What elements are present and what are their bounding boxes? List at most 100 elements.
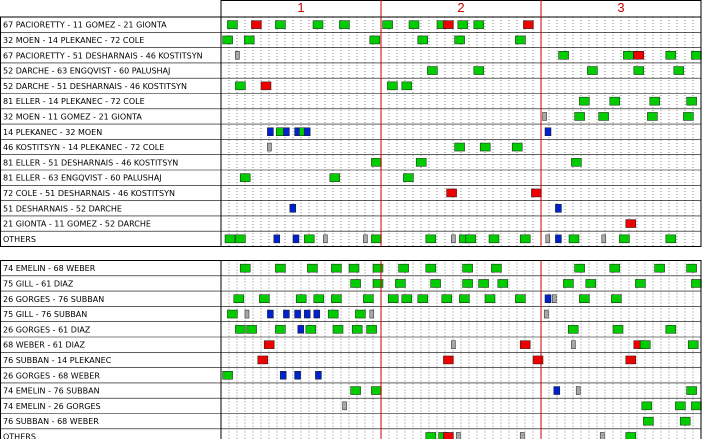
event-green-mark <box>519 234 531 244</box>
event-green-mark <box>574 263 585 273</box>
event-green-mark <box>224 234 236 244</box>
row-label: 51 DESHARNAIS - 52 DARCHE <box>3 204 122 213</box>
event-blue-mark <box>283 309 290 319</box>
event-green-mark <box>408 20 420 29</box>
event-grey-mark <box>342 401 347 411</box>
row-label: 75 GILL - 76 SUBBAN <box>3 310 87 319</box>
row-label: 76 SUBBAN - 14 PLEKANEC <box>3 356 112 365</box>
event-green-mark <box>363 294 374 303</box>
event-grey-mark <box>571 340 576 349</box>
event-green-mark <box>691 279 702 288</box>
event-green-mark <box>675 401 686 411</box>
event-blue-mark <box>555 204 562 213</box>
event-green-mark <box>275 325 286 334</box>
event-red-mark <box>251 20 262 29</box>
event-green-mark <box>665 325 677 334</box>
event-green-mark <box>619 234 630 244</box>
event-red-mark <box>443 432 454 439</box>
event-green-mark <box>387 294 399 303</box>
event-green-mark <box>372 263 384 273</box>
event-green-mark <box>233 294 245 303</box>
event-red-mark <box>443 20 454 29</box>
event-green-mark <box>478 279 489 288</box>
period-label-1: 1 <box>297 0 304 15</box>
event-green-mark <box>401 81 413 91</box>
event-grey-mark <box>267 142 272 152</box>
event-green-mark <box>633 66 645 75</box>
event-green-mark <box>275 263 286 273</box>
event-green-mark <box>417 35 429 45</box>
row-label: 81 ELLER - 14 PLEKANEC - 72 COLE <box>3 97 145 106</box>
row-label: OTHERS <box>3 235 36 244</box>
event-green-mark <box>415 158 427 167</box>
event-grey-mark <box>599 432 605 439</box>
event-green-mark <box>497 279 509 288</box>
event-blue-mark <box>289 204 297 213</box>
event-green-mark <box>350 279 361 288</box>
event-green-mark <box>371 386 382 395</box>
event-green-mark <box>459 294 470 303</box>
row-label: 72 COLE - 51 DESHARNAIS - 46 KOSTITSYN <box>3 189 175 198</box>
event-green-mark <box>479 142 491 152</box>
event-green-mark <box>371 158 382 167</box>
event-green-mark <box>585 279 597 288</box>
event-green-mark <box>387 81 398 91</box>
event-green-mark <box>687 340 699 349</box>
row-label: OTHERS <box>3 432 36 439</box>
event-grey-mark <box>455 432 461 439</box>
event-blue-mark <box>555 234 562 244</box>
event-grey-mark <box>551 294 557 303</box>
event-grey-mark <box>451 340 456 349</box>
event-blue-mark <box>273 234 281 244</box>
event-green-mark <box>609 96 621 106</box>
period-label-2: 2 <box>457 0 464 15</box>
event-blue-mark <box>315 371 322 380</box>
row-label: 26 GORGES - 76 SUBBAN <box>3 295 104 304</box>
event-marks <box>222 20 702 439</box>
event-green-mark <box>312 20 324 29</box>
row-label: 81 ELLER - 63 ENGQVIST - 60 PALUSHAJ <box>3 174 162 183</box>
event-green-mark <box>641 401 653 411</box>
event-green-mark <box>295 294 307 303</box>
row-label: 67 PACIORETTY - 11 GOMEZ - 21 GIONTA <box>3 21 167 30</box>
event-green-mark <box>686 386 697 395</box>
event-green-mark <box>395 279 406 288</box>
event-green-mark <box>305 325 317 334</box>
event-green-mark <box>235 234 246 244</box>
event-grey-mark <box>542 112 547 121</box>
event-green-mark <box>307 263 318 273</box>
event-green-mark <box>303 234 315 244</box>
event-green-mark <box>259 294 270 303</box>
event-green-mark <box>239 173 251 182</box>
event-green-mark <box>457 20 469 29</box>
event-blue-mark <box>303 127 311 136</box>
event-green-mark <box>473 66 485 75</box>
event-blue-mark <box>544 127 552 136</box>
event-grey-mark <box>601 234 607 244</box>
event-green-mark <box>222 35 233 45</box>
event-grey-mark <box>575 386 581 395</box>
event-green-mark <box>403 173 414 182</box>
period-header-frame <box>220 0 702 18</box>
event-green-mark <box>473 20 485 29</box>
event-blue-mark <box>313 309 321 319</box>
event-blue-mark <box>297 325 305 334</box>
event-green-mark <box>417 294 429 303</box>
event-green-mark <box>332 325 344 334</box>
period-label-3: 3 <box>617 0 624 15</box>
event-red-mark <box>519 340 531 349</box>
event-grey-mark <box>244 309 250 319</box>
event-green-mark <box>227 20 238 29</box>
row-label: 46 KOSTITSYN - 14 PLEKANEC - 72 COLE <box>3 143 164 152</box>
event-green-mark <box>227 309 238 319</box>
event-green-mark <box>515 294 526 303</box>
event-green-mark <box>612 325 624 334</box>
event-green-mark <box>673 66 685 75</box>
event-green-mark <box>683 112 694 121</box>
event-green-mark <box>427 66 438 75</box>
event-green-mark <box>398 263 409 273</box>
event-green-mark <box>491 263 502 273</box>
event-green-mark <box>665 51 677 60</box>
row-labels: 67 PACIORETTY - 11 GOMEZ - 21 GIONTA 32 M… <box>3 21 203 439</box>
row-label: 26 GORGES - 61 DIAZ <box>3 325 91 334</box>
